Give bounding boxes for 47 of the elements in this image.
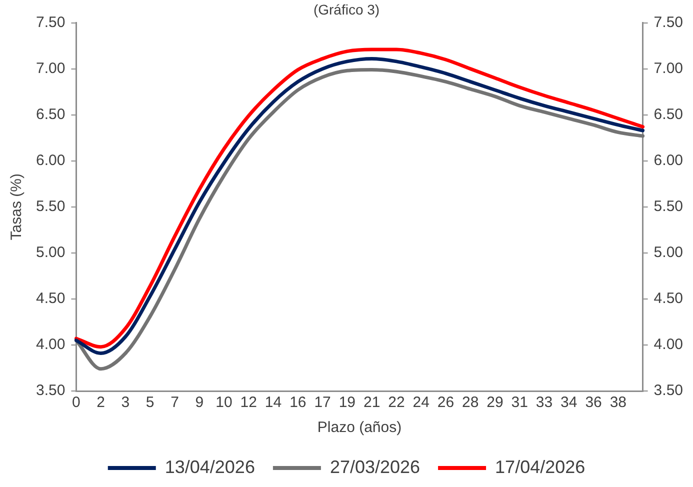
x-tick-label: 36 [585,394,602,412]
x-tick-label: 2 [96,394,105,412]
y-tick-label: 7.50 [36,14,66,31]
x-tick-label: 21 [363,394,380,412]
y-tick-label: 6.50 [36,106,66,123]
y2-tick-label: 7.50 [654,14,684,31]
x-tick-label: 16 [290,394,306,412]
y2-tick-label: 5.50 [654,198,684,216]
legend-label: 27/03/2026 [330,456,420,477]
x-tick-label: 3 [121,394,130,412]
y-tick-label: 4.00 [36,336,66,354]
x-tick-label: 9 [195,394,204,412]
x-tick-label: 28 [462,394,479,412]
x-tick-label: 0 [72,394,80,412]
x-axis-title: Plazo (años) [317,419,402,436]
x-tick-label: 14 [264,394,282,412]
y-axis-title: Tasas (%) [8,174,26,240]
x-tick-label: 34 [560,394,578,412]
x-tick-label: 38 [610,394,627,412]
y2-tick-label: 7.00 [654,60,684,77]
y2-tick-label: 4.00 [654,336,684,354]
x-tick-label: 19 [338,394,356,412]
y2-tick-label: 6.00 [654,152,684,170]
y-tick-label: 7.00 [36,60,66,77]
x-tick-label: 29 [486,394,504,412]
y2-tick-label: 3.50 [654,382,684,400]
x-tick-label: 22 [388,394,405,412]
x-tick-label: 12 [240,394,257,412]
chart-title: (Gráfico 3) [313,1,380,18]
y-tick-label: 3.50 [36,382,66,400]
y-tick-label: 5.50 [36,198,66,216]
y2-tick-label: 5.00 [654,244,684,262]
x-tick-label: 17 [314,394,331,412]
x-tick-label: 24 [412,394,430,412]
y2-tick-label: 6.50 [654,106,684,123]
y-tick-label: 6.00 [36,152,66,170]
x-tick-label: 5 [146,394,154,412]
x-tick-label: 10 [216,394,232,412]
x-tick-label: 33 [536,394,553,412]
y-tick-label: 5.00 [36,244,66,262]
legend-label: 17/04/2026 [495,456,586,477]
y-tick-label: 4.50 [36,290,66,308]
x-tick-label: 31 [511,394,528,412]
x-tick-label: 7 [170,394,179,412]
legend-label: 13/04/2026 [164,456,255,477]
x-tick-label: 26 [437,394,454,412]
y2-tick-label: 4.50 [654,290,684,308]
